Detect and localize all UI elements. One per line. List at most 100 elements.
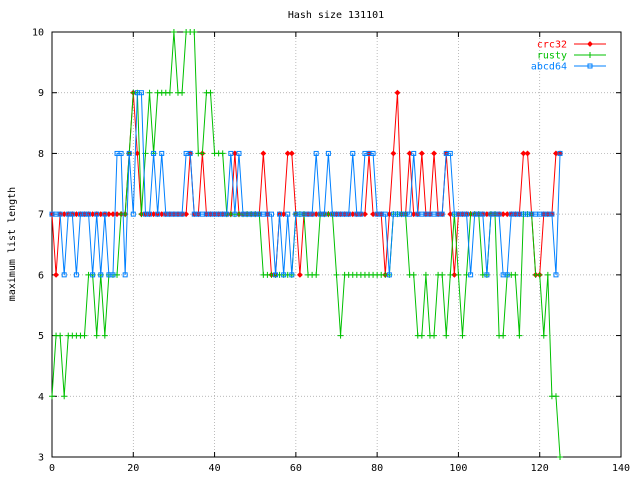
x-tick-label: 140 bbox=[612, 463, 630, 474]
data-point-abcd64 bbox=[447, 150, 453, 156]
data-point-abcd64 bbox=[138, 90, 144, 96]
data-point-rusty bbox=[199, 150, 206, 157]
data-point-abcd64 bbox=[346, 211, 352, 217]
x-tick-label: 80 bbox=[371, 463, 383, 474]
data-point-rusty bbox=[439, 271, 446, 278]
data-point-rusty bbox=[337, 332, 344, 339]
data-point-rusty bbox=[101, 332, 108, 339]
data-point-abcd64 bbox=[277, 211, 283, 217]
data-point-abcd64 bbox=[382, 211, 388, 217]
data-point-abcd64 bbox=[289, 272, 295, 278]
data-point-abcd64 bbox=[151, 150, 157, 156]
data-point-rusty bbox=[191, 29, 198, 35]
data-point-abcd64 bbox=[69, 211, 75, 217]
legend-marker-abcd64 bbox=[587, 63, 593, 69]
data-point-rusty bbox=[146, 89, 153, 96]
y-tick-label: 8 bbox=[38, 149, 44, 160]
data-point-rusty bbox=[170, 29, 177, 35]
data-point-crc32 bbox=[394, 89, 401, 96]
data-point-abcd64 bbox=[102, 211, 108, 217]
data-point-crc32 bbox=[260, 150, 267, 157]
data-point-abcd64 bbox=[281, 272, 287, 278]
data-point-crc32 bbox=[418, 150, 425, 157]
x-tick-label: 100 bbox=[449, 463, 467, 474]
data-point-abcd64 bbox=[321, 211, 327, 217]
legend-label-rusty: rusty bbox=[537, 51, 567, 62]
data-point-rusty bbox=[410, 271, 417, 278]
data-point-abcd64 bbox=[325, 150, 331, 156]
data-point-rusty bbox=[93, 332, 100, 339]
data-point-rusty bbox=[418, 332, 425, 339]
data-point-abcd64 bbox=[94, 211, 100, 217]
data-point-rusty bbox=[313, 271, 320, 278]
data-point-crc32 bbox=[524, 150, 531, 157]
data-point-rusty bbox=[81, 332, 88, 339]
data-point-abcd64 bbox=[110, 272, 116, 278]
data-point-abcd64 bbox=[187, 150, 193, 156]
data-point-rusty bbox=[455, 271, 462, 278]
y-tick-label: 3 bbox=[38, 453, 44, 464]
y-tick-label: 4 bbox=[38, 392, 44, 403]
series-abcd64 bbox=[49, 90, 563, 278]
data-point-crc32 bbox=[296, 271, 303, 278]
x-tick-label: 0 bbox=[49, 463, 55, 474]
data-point-crc32 bbox=[451, 271, 458, 278]
data-point-crc32 bbox=[390, 150, 397, 157]
data-point-abcd64 bbox=[313, 150, 319, 156]
data-point-abcd64 bbox=[236, 150, 242, 156]
data-point-crc32 bbox=[431, 150, 437, 157]
data-point-abcd64 bbox=[224, 211, 230, 217]
data-point-abcd64 bbox=[179, 211, 185, 217]
data-point-abcd64 bbox=[118, 150, 124, 156]
data-point-rusty bbox=[447, 271, 454, 278]
data-point-abcd64 bbox=[350, 150, 356, 156]
data-point-abcd64 bbox=[557, 150, 563, 156]
data-point-rusty bbox=[557, 454, 564, 460]
data-point-abcd64 bbox=[309, 211, 315, 217]
data-point-abcd64 bbox=[496, 211, 502, 217]
data-point-abcd64 bbox=[159, 150, 165, 156]
legend-marker-rusty bbox=[587, 52, 593, 58]
data-point-rusty bbox=[544, 271, 551, 278]
chart-title: Hash size 131101 bbox=[288, 10, 384, 21]
data-point-abcd64 bbox=[155, 211, 161, 217]
data-point-rusty bbox=[61, 393, 68, 400]
data-point-abcd64 bbox=[285, 211, 291, 217]
data-point-rusty bbox=[422, 271, 429, 278]
data-point-rusty bbox=[512, 271, 519, 278]
data-point-abcd64 bbox=[386, 272, 392, 278]
data-point-abcd64 bbox=[480, 211, 486, 217]
data-point-abcd64 bbox=[86, 211, 92, 217]
data-point-abcd64 bbox=[407, 211, 413, 217]
data-point-abcd64 bbox=[122, 272, 128, 278]
data-point-abcd64 bbox=[57, 211, 63, 217]
y-tick-label: 6 bbox=[38, 270, 44, 281]
data-point-rusty bbox=[207, 89, 214, 96]
data-point-rusty bbox=[536, 271, 543, 278]
data-point-rusty bbox=[459, 332, 466, 339]
data-point-abcd64 bbox=[268, 211, 274, 217]
y-tick-label: 5 bbox=[38, 331, 44, 342]
data-point-abcd64 bbox=[130, 211, 136, 217]
data-point-abcd64 bbox=[73, 272, 79, 278]
data-point-rusty bbox=[49, 393, 55, 400]
data-point-rusty bbox=[500, 332, 507, 339]
data-point-rusty bbox=[333, 271, 340, 278]
data-point-rusty bbox=[57, 332, 64, 339]
data-point-abcd64 bbox=[370, 150, 376, 156]
data-point-rusty bbox=[516, 332, 523, 339]
data-point-crc32 bbox=[284, 150, 291, 157]
data-point-abcd64 bbox=[126, 150, 132, 156]
y-tick-label: 7 bbox=[38, 210, 44, 221]
data-point-abcd64 bbox=[98, 272, 104, 278]
data-point-crc32 bbox=[288, 150, 295, 157]
data-point-rusty bbox=[431, 332, 438, 339]
data-point-rusty bbox=[443, 332, 450, 339]
data-point-rusty bbox=[166, 89, 173, 96]
plot-frame bbox=[51, 31, 622, 458]
data-point-abcd64 bbox=[61, 272, 67, 278]
data-point-rusty bbox=[552, 393, 559, 400]
